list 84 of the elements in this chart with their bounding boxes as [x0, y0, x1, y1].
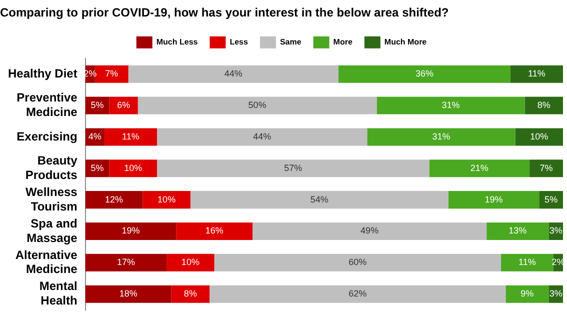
legend-label: Much More	[384, 38, 428, 47]
y-tick-label: Healthy Diet	[8, 66, 78, 80]
legend-label: More	[333, 38, 353, 47]
bar	[429, 160, 530, 178]
data-label: 10%	[530, 131, 548, 142]
data-label: 12%	[105, 194, 124, 204]
bar	[448, 191, 540, 209]
data-label: 10%	[124, 162, 142, 173]
y-tick-label: Beauty Products	[25, 154, 78, 182]
data-label: 54%	[310, 194, 328, 204]
data-label: 21%	[470, 162, 488, 173]
bar	[85, 254, 167, 272]
data-label: 8%	[537, 100, 550, 110]
y-tick-label: Preventive Medicine	[16, 90, 78, 120]
data-label: 4%	[88, 131, 102, 142]
legend-label: Much Less	[156, 38, 198, 47]
bar	[510, 65, 563, 83]
legend-label: Less	[230, 38, 248, 47]
data-label: 8%	[184, 288, 197, 299]
bar	[376, 96, 525, 114]
data-label: 9%	[520, 288, 534, 299]
bar	[166, 254, 214, 272]
data-label: 10%	[158, 194, 176, 204]
data-label: 19%	[122, 226, 140, 236]
bar	[500, 254, 554, 272]
bar	[367, 128, 516, 146]
y-tick-label: Mental Health	[39, 279, 78, 308]
data-label: 31%	[442, 100, 460, 110]
bar	[486, 222, 549, 240]
data-label: 49%	[360, 226, 379, 236]
bar	[506, 285, 549, 303]
chart-title: Comparing to prior COVID-19, how has your interest in the below area shifted?	[0, 6, 449, 20]
data-label: 10%	[181, 257, 200, 268]
bar	[142, 191, 190, 209]
bar	[85, 285, 172, 303]
bar	[109, 96, 138, 114]
bar	[530, 160, 563, 178]
data-label: 62%	[348, 288, 367, 299]
bar	[138, 96, 377, 114]
data-label: 7%	[540, 162, 553, 173]
y-tick-label: Spa and Massage	[26, 216, 78, 245]
data-label: 50%	[248, 100, 266, 110]
data-label: 44%	[253, 131, 272, 142]
bar	[515, 128, 563, 146]
bar	[109, 160, 157, 178]
bar	[128, 65, 339, 83]
data-label: 11%	[528, 68, 546, 79]
bar	[252, 222, 487, 240]
y-tick-label: Exercising	[16, 129, 78, 144]
data-label: 3%	[549, 226, 562, 236]
data-label: 5%	[90, 100, 104, 110]
bar	[157, 128, 368, 146]
bar	[157, 160, 430, 178]
data-label: 11%	[518, 257, 536, 268]
bar	[104, 128, 157, 146]
bar	[338, 65, 510, 83]
bar	[190, 191, 448, 209]
bar	[524, 96, 563, 114]
data-label: 13%	[508, 226, 527, 236]
data-label: 19%	[484, 194, 503, 204]
data-label: 60%	[348, 257, 367, 268]
data-label: 16%	[205, 226, 224, 236]
data-label: 17%	[116, 257, 135, 268]
bar	[210, 285, 506, 303]
bar	[94, 65, 128, 83]
data-label: 3%	[549, 288, 562, 299]
data-label: 11%	[122, 131, 140, 142]
data-label: 36%	[415, 68, 434, 79]
bar	[214, 254, 501, 272]
data-label: 57%	[284, 162, 302, 173]
y-tick-label: Alternative Medicine	[15, 248, 78, 276]
y-tick-label: Wellness Tourism	[26, 184, 78, 214]
bar	[85, 191, 143, 209]
bar	[171, 285, 210, 303]
data-label: 44%	[224, 68, 242, 79]
bar	[176, 222, 253, 240]
data-label: 7%	[105, 68, 118, 79]
bar	[85, 222, 176, 240]
legend-label: Same	[280, 38, 302, 47]
data-label: 31%	[432, 131, 450, 142]
data-label: 5%	[544, 194, 558, 204]
data-label: 6%	[117, 100, 130, 110]
data-label: 18%	[119, 288, 138, 299]
data-label: 5%	[90, 162, 104, 173]
